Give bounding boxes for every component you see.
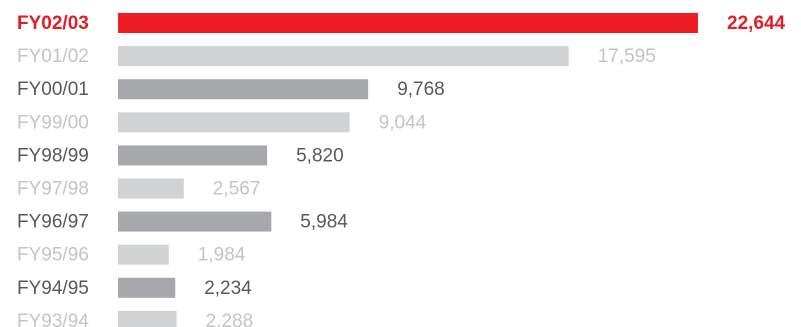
category-label: FY00/01: [17, 79, 89, 100]
bar: [118, 277, 176, 298]
category-label: FY02/03: [17, 13, 89, 34]
bar: [118, 211, 272, 232]
value-label: 22,644: [727, 13, 786, 34]
value-label: 2,234: [204, 278, 252, 299]
bar: [118, 310, 177, 327]
value-label: 9,044: [379, 112, 427, 133]
category-label: FY01/02: [17, 46, 89, 67]
value-label: 2,288: [206, 311, 254, 327]
bar: [118, 79, 369, 100]
value-label: 5,984: [300, 212, 348, 233]
bar: [118, 13, 698, 33]
bar: [118, 112, 350, 133]
value-label: 1,984: [198, 245, 246, 266]
bar: [118, 145, 268, 166]
value-label: 5,820: [296, 145, 344, 166]
value-label: 2,567: [213, 179, 261, 200]
bar: [118, 46, 569, 67]
category-label: FY96/97: [17, 212, 89, 233]
category-label: FY93/94: [17, 311, 89, 327]
bar: [118, 178, 184, 199]
category-label: FY97/98: [17, 179, 89, 200]
bar: [118, 244, 169, 265]
category-label: FY94/95: [17, 278, 89, 299]
category-label: FY95/96: [17, 245, 89, 266]
value-label: 9,768: [397, 79, 445, 100]
category-label: FY99/00: [17, 112, 89, 133]
category-label: FY98/99: [17, 145, 89, 166]
value-label: 17,595: [598, 46, 656, 67]
